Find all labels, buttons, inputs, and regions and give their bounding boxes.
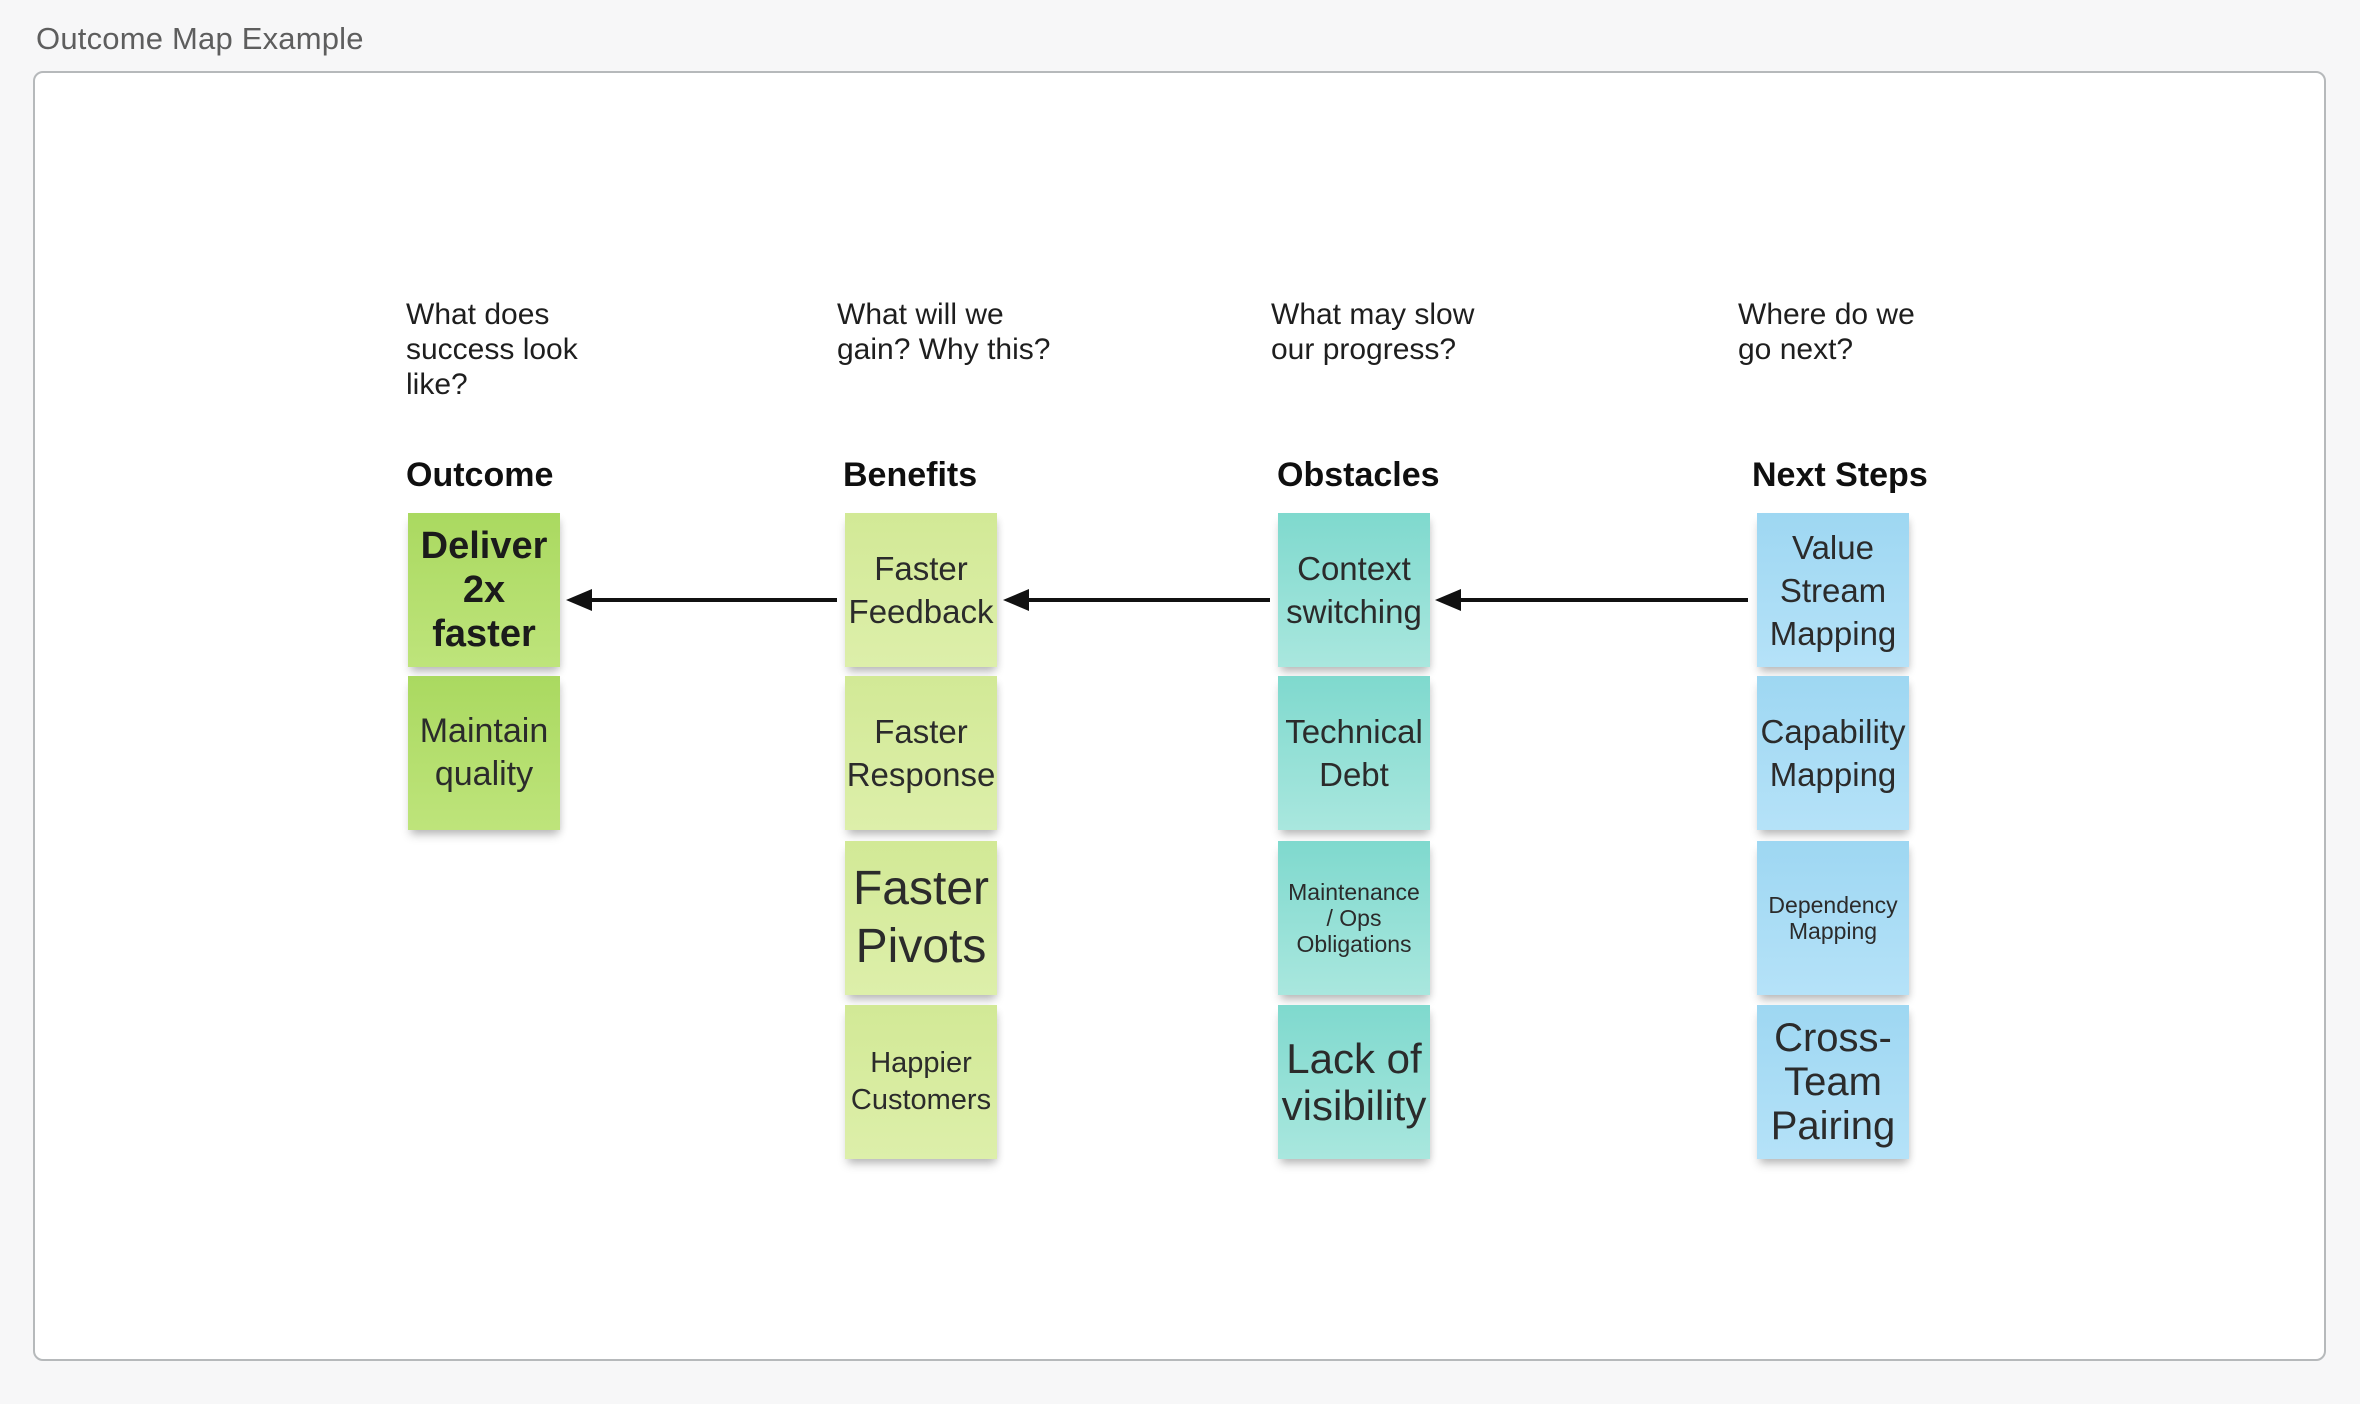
sticky-note-lack-of-visibility: Lack of visibility xyxy=(1278,1005,1430,1159)
sticky-note-deliver-2x-faster: Deliver 2x faster xyxy=(408,513,560,667)
sticky-note-faster-response: Faster Response xyxy=(845,676,997,830)
column-header-outcome: Outcome xyxy=(406,456,554,494)
column-question-next-steps: Where do we go next? xyxy=(1738,298,1915,366)
arrow-shaft xyxy=(590,598,837,602)
sticky-note-value-stream-mapping: Value Stream Mapping xyxy=(1757,513,1909,667)
column-question-benefits: What will we gain? Why this? xyxy=(837,298,1051,366)
sticky-note-technical-debt: Technical Debt xyxy=(1278,676,1430,830)
sticky-note-cross-team-pairing: Cross- Team Pairing xyxy=(1757,1005,1909,1159)
connector-arrow-benefits-to-outcome xyxy=(566,589,837,611)
sticky-note-faster-feedback: Faster Feedback xyxy=(845,513,997,667)
sticky-note-maintain-quality: Maintain quality xyxy=(408,676,560,830)
sticky-note-maintenance-ops-obligations: Maintenance / Ops Obligations xyxy=(1278,841,1430,995)
sticky-note-happier-customers: Happier Customers xyxy=(845,1005,997,1159)
arrowhead-left-icon xyxy=(1003,589,1029,611)
arrowhead-left-icon xyxy=(1435,589,1461,611)
column-question-obstacles: What may slow our progress? xyxy=(1271,298,1475,366)
connector-arrow-next-steps-to-obstacles xyxy=(1435,589,1748,611)
arrowhead-left-icon xyxy=(566,589,592,611)
column-header-obstacles: Obstacles xyxy=(1277,456,1440,494)
sticky-note-dependency-mapping: Dependency Mapping xyxy=(1757,841,1909,995)
arrow-shaft xyxy=(1459,598,1748,602)
column-question-outcome: What does success look like? xyxy=(406,298,578,401)
column-header-next-steps: Next Steps xyxy=(1752,456,1928,494)
sticky-note-capability-mapping: Capability Mapping xyxy=(1757,676,1909,830)
column-header-benefits: Benefits xyxy=(843,456,978,494)
page-title: Outcome Map Example xyxy=(36,21,364,56)
outcome-map-canvas xyxy=(33,71,2326,1361)
sticky-note-faster-pivots: Faster Pivots xyxy=(845,841,997,995)
connector-arrow-obstacles-to-benefits xyxy=(1003,589,1270,611)
sticky-note-context-switching: Context switching xyxy=(1278,513,1430,667)
arrow-shaft xyxy=(1027,598,1270,602)
